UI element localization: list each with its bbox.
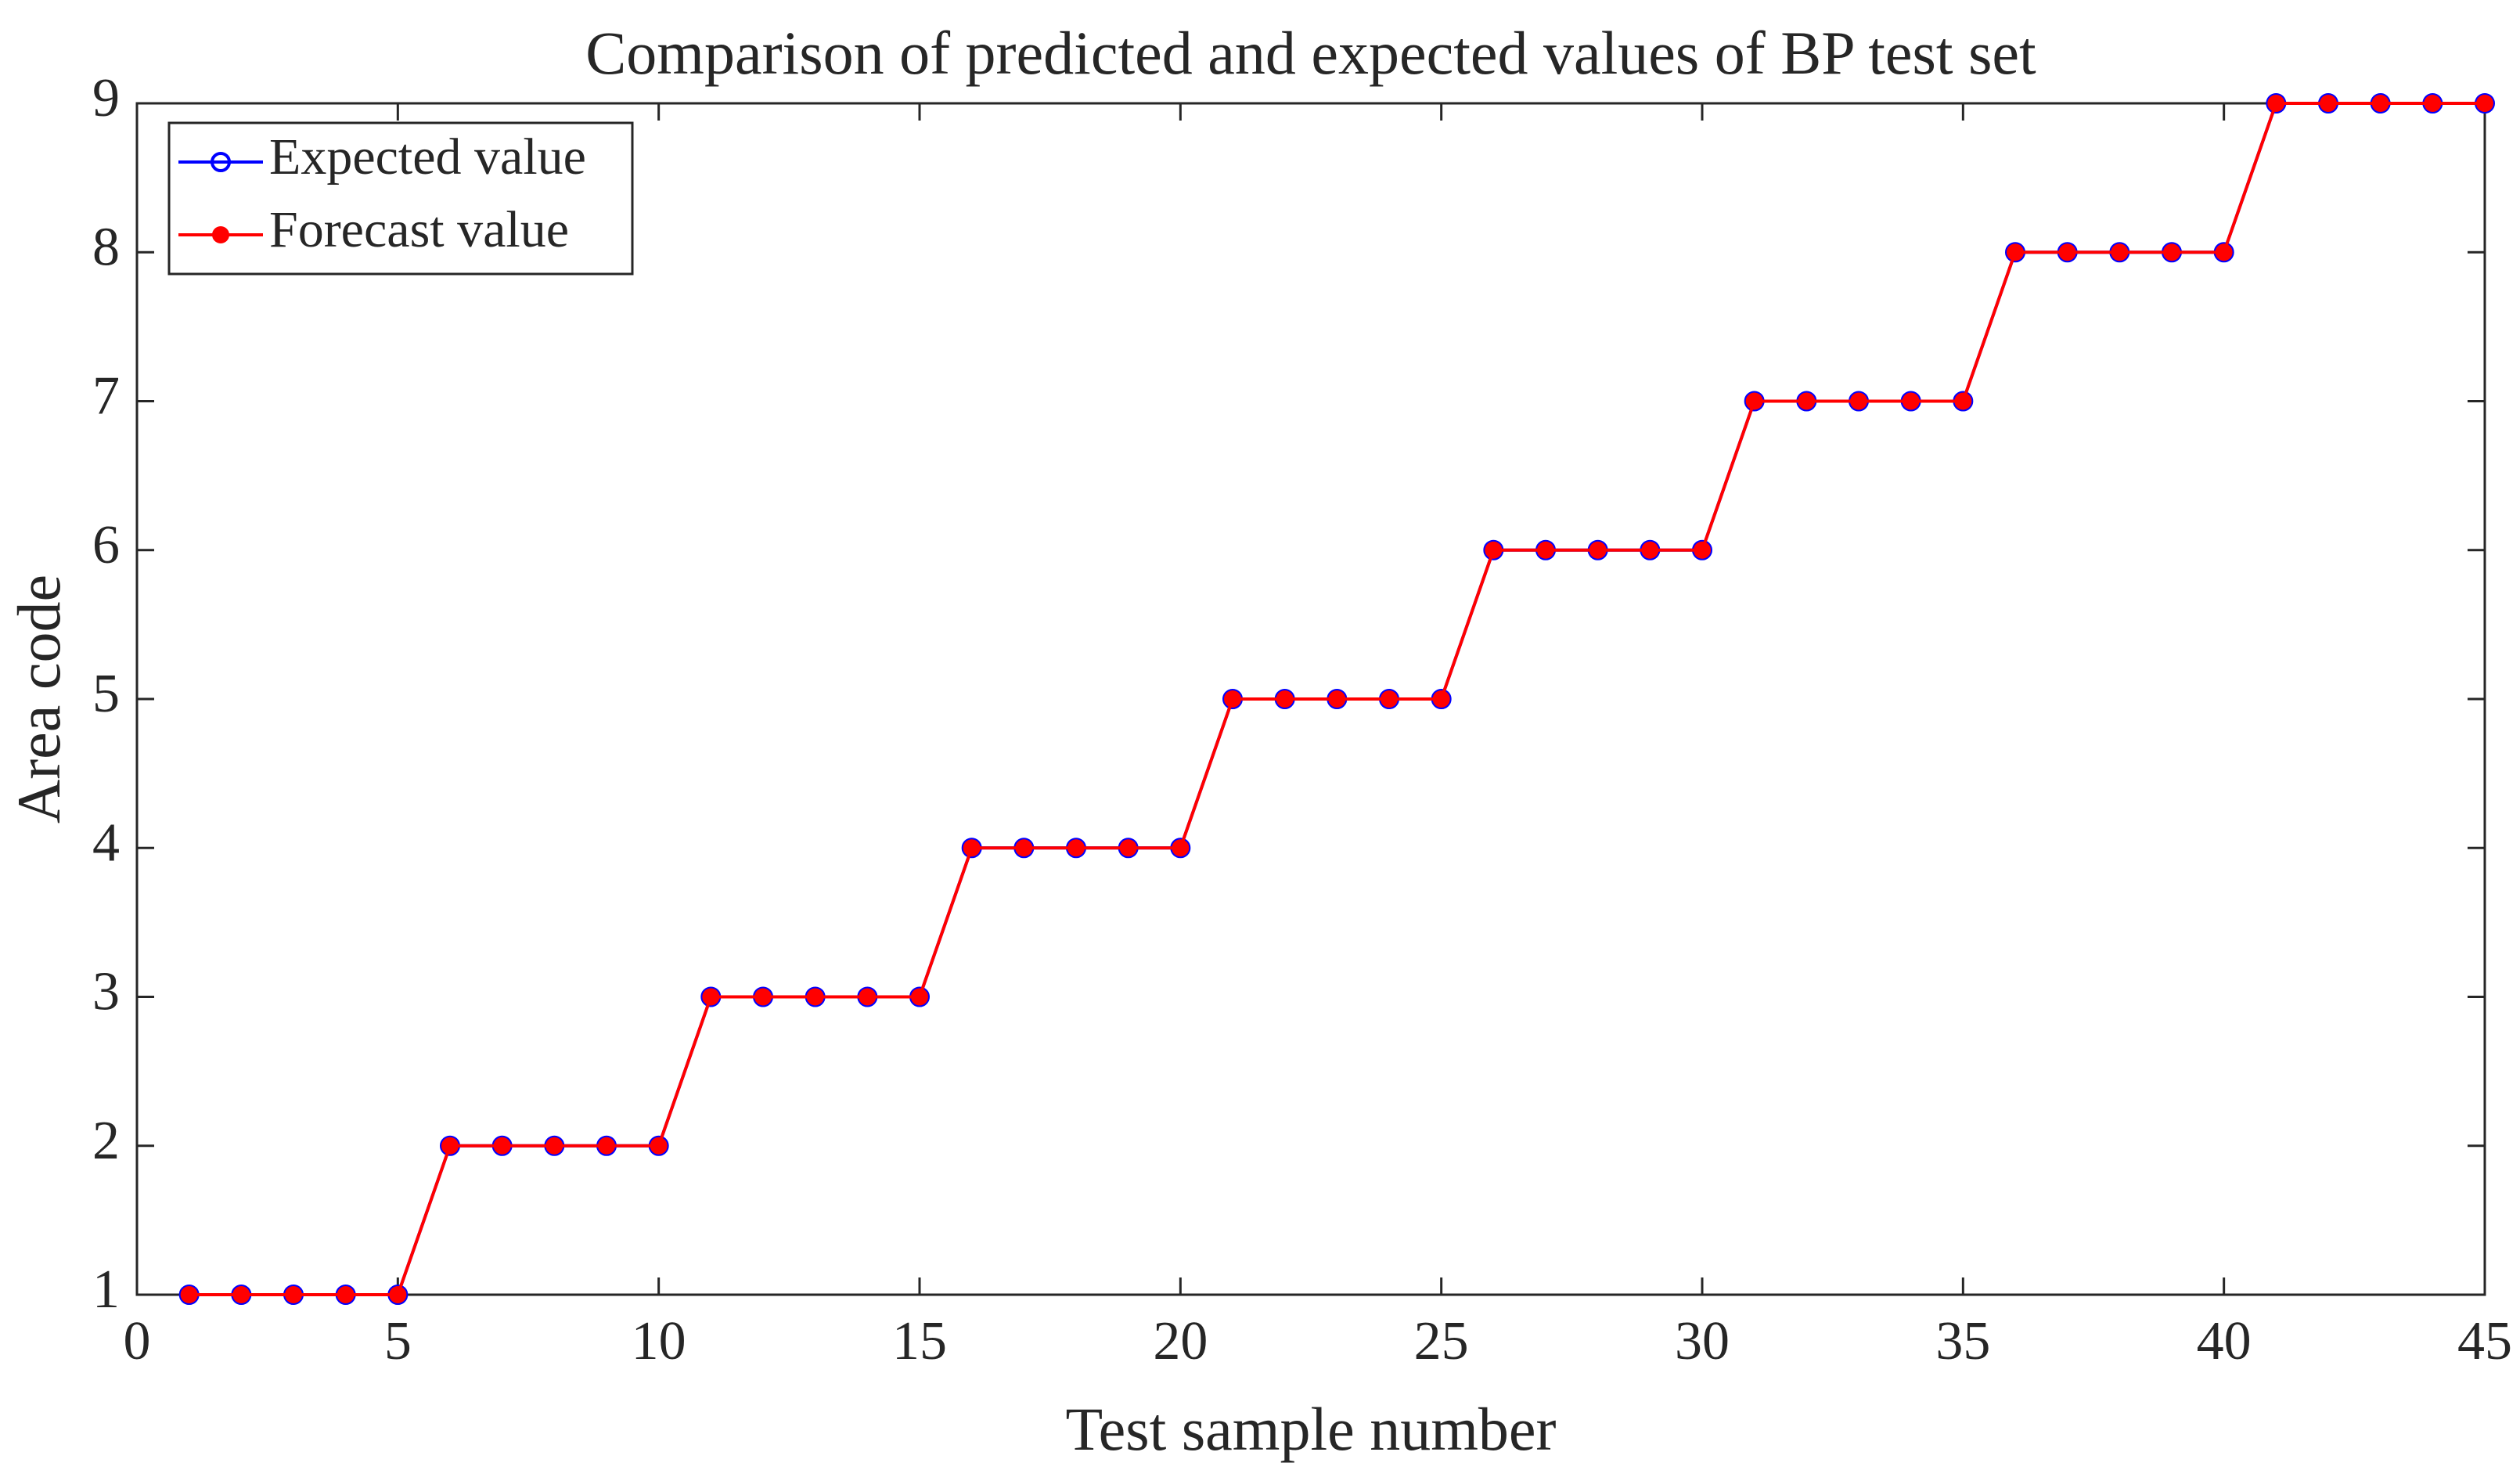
marker xyxy=(2163,243,2180,261)
marker xyxy=(598,1137,615,1155)
marker xyxy=(337,1286,355,1303)
x-tick-label: 20 xyxy=(1153,1311,1208,1371)
x-tick-label: 35 xyxy=(1935,1311,1990,1371)
y-tick-label: 1 xyxy=(92,1259,120,1320)
chart-title: Comparison of predicted and expected val… xyxy=(585,19,2036,87)
marker xyxy=(911,988,928,1006)
y-tick-label: 9 xyxy=(92,68,120,128)
marker xyxy=(1745,392,1763,410)
marker xyxy=(1798,392,1816,410)
marker xyxy=(1328,690,1346,708)
marker xyxy=(1015,839,1033,857)
y-tick-label: 7 xyxy=(92,366,120,427)
marker xyxy=(963,839,981,857)
marker xyxy=(859,988,877,1006)
marker xyxy=(2476,95,2493,112)
marker xyxy=(1381,690,1398,708)
marker xyxy=(1694,541,1711,559)
marker xyxy=(1589,541,1607,559)
x-tick-label: 40 xyxy=(2197,1311,2252,1371)
marker xyxy=(212,226,229,243)
marker xyxy=(2111,243,2129,261)
y-tick-label: 5 xyxy=(92,664,120,724)
y-tick-label: 3 xyxy=(92,962,120,1022)
marker xyxy=(2215,243,2233,261)
legend-box xyxy=(167,121,634,276)
x-tick-label: 30 xyxy=(1675,1311,1730,1371)
marker xyxy=(441,1137,459,1155)
marker xyxy=(2058,243,2076,261)
marker xyxy=(1172,839,1190,857)
y-axis-label: Area code xyxy=(5,575,73,823)
marker xyxy=(1276,690,1294,708)
marker xyxy=(650,1137,668,1155)
marker xyxy=(754,988,772,1006)
marker xyxy=(1485,541,1503,559)
marker xyxy=(180,1286,198,1303)
marker xyxy=(285,1286,302,1303)
y-tick-label: 4 xyxy=(92,813,120,873)
x-tick-label: 0 xyxy=(124,1311,151,1371)
marker xyxy=(1537,541,1554,559)
legend-label: Forecast value xyxy=(269,201,569,258)
marker xyxy=(493,1137,511,1155)
marker xyxy=(232,1286,250,1303)
marker xyxy=(1432,690,1450,708)
marker xyxy=(1224,690,1241,708)
marker xyxy=(2267,95,2285,112)
marker xyxy=(2424,95,2442,112)
marker xyxy=(1902,392,1920,410)
marker xyxy=(2007,243,2024,261)
marker xyxy=(702,988,720,1006)
legend: Expected value Forecast value xyxy=(167,121,634,276)
x-tick-label: 5 xyxy=(384,1311,412,1371)
x-tick-label: 45 xyxy=(2457,1311,2512,1371)
x-tick-label: 10 xyxy=(632,1311,686,1371)
marker xyxy=(1067,839,1085,857)
marker xyxy=(1954,392,1972,410)
x-tick-label: 25 xyxy=(1414,1311,1469,1371)
y-tick-label: 2 xyxy=(92,1111,120,1171)
marker xyxy=(389,1286,407,1303)
marker xyxy=(211,152,231,172)
marker xyxy=(1119,839,1137,857)
marker xyxy=(545,1137,563,1155)
marker xyxy=(2320,95,2337,112)
y-tick-label: 6 xyxy=(92,515,120,575)
marker xyxy=(2371,95,2389,112)
y-tick-label: 8 xyxy=(92,217,120,277)
legend-label: Expected value xyxy=(269,128,586,186)
marker xyxy=(806,988,824,1006)
x-tick-label: 15 xyxy=(892,1311,947,1371)
x-axis-label: Test sample number xyxy=(1065,1395,1556,1463)
marker xyxy=(1850,392,1867,410)
marker xyxy=(1641,541,1659,559)
